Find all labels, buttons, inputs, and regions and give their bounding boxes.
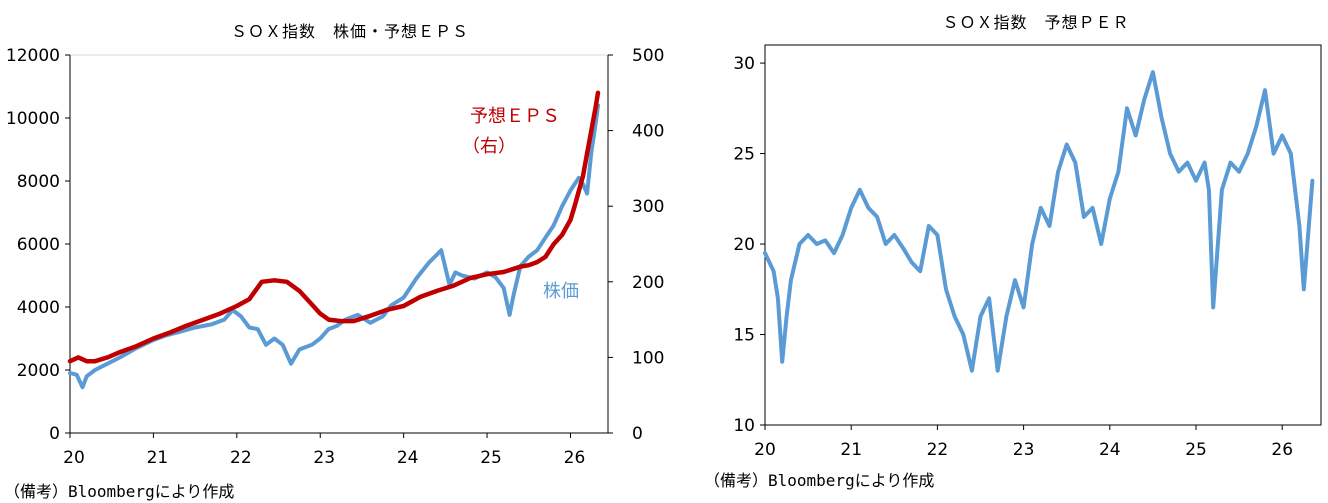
y2-tick-label: 100: [632, 348, 664, 368]
y-tick-label: 12000: [6, 46, 60, 66]
y-tick-label: 10: [733, 416, 755, 436]
chart-right: ＳＯＸ指数 予想ＰＥＲ 10 15 20 25 30 20 21 22 23 24 25 26 （備…: [704, 13, 1322, 490]
x-tick-label: 22: [230, 448, 252, 468]
eps-annotation: 予想ＥＰＳ: [470, 106, 560, 127]
x-tick-label: 22: [927, 440, 949, 460]
chart-right-title: ＳＯＸ指数 予想ＰＥＲ: [942, 13, 1129, 32]
y-tick-label: 0: [49, 424, 60, 444]
chart-left-title: ＳＯＸ指数 株価・予想ＥＰＳ: [231, 22, 469, 41]
per-series-line: [763, 70, 1315, 373]
y2-tick-label: 300: [632, 197, 664, 217]
chart-left-y-ticks: 0 2000 4000 6000 8000 10000 12000: [6, 46, 70, 444]
y-tick-label: 6000: [17, 235, 60, 255]
x-tick-label: 26: [564, 448, 586, 468]
x-tick-label: 21: [147, 448, 169, 468]
y-tick-label: 8000: [17, 172, 60, 192]
y-tick-label: 10000: [6, 109, 60, 129]
y-tick-label: 2000: [17, 361, 60, 381]
y-tick-label: 25: [733, 145, 755, 165]
y-tick-label: 4000: [17, 298, 60, 318]
y2-tick-label: 500: [632, 46, 664, 66]
x-tick-label: 24: [1099, 440, 1121, 460]
x-tick-label: 25: [480, 448, 502, 468]
eps-series-line: [67, 90, 601, 364]
chart-left: ＳＯＸ指数 株価・予想ＥＰＳ 0200040006000800010000120…: [4, 22, 664, 501]
x-tick-label: 24: [397, 448, 419, 468]
price-annotation: 株価: [543, 281, 579, 302]
x-tick-label: 26: [1271, 440, 1293, 460]
price-series-line: [68, 103, 600, 390]
x-tick-label: 21: [840, 440, 862, 460]
x-tick-label: 20: [63, 448, 85, 468]
y2-tick-label: 200: [632, 273, 664, 293]
x-tick-label: 23: [1013, 440, 1035, 460]
y2-tick-label: 0: [632, 424, 643, 444]
x-tick-label: 25: [1185, 440, 1207, 460]
eps-axis-note: （右）: [462, 136, 516, 157]
chart-left-y2-ticks: 0 100 200 300 400 500: [608, 46, 664, 444]
chart-right-y-ticks: 10 15 20 25 30: [733, 54, 765, 436]
chart-left-source-note: （備考）Bloombergにより作成: [4, 482, 234, 501]
chart-right-x-ticks: 20 21 22 23 24 25 26: [754, 425, 1293, 460]
y-tick-label: 15: [733, 326, 755, 346]
chart-right-plot-area: [764, 44, 1322, 426]
y2-tick-label: 400: [632, 122, 664, 142]
x-tick-label: 23: [313, 448, 335, 468]
chart-right-source-note: （備考）Bloombergにより作成: [704, 471, 934, 490]
chart-right-series: [763, 70, 1315, 373]
y-tick-label: 20: [733, 235, 755, 255]
x-tick-label: 20: [754, 440, 776, 460]
y-tick-label: 30: [733, 54, 755, 74]
chart-left-x-ticks: 20 21 22 23 24 25 26: [63, 433, 585, 468]
chart-left-series: [67, 90, 601, 390]
